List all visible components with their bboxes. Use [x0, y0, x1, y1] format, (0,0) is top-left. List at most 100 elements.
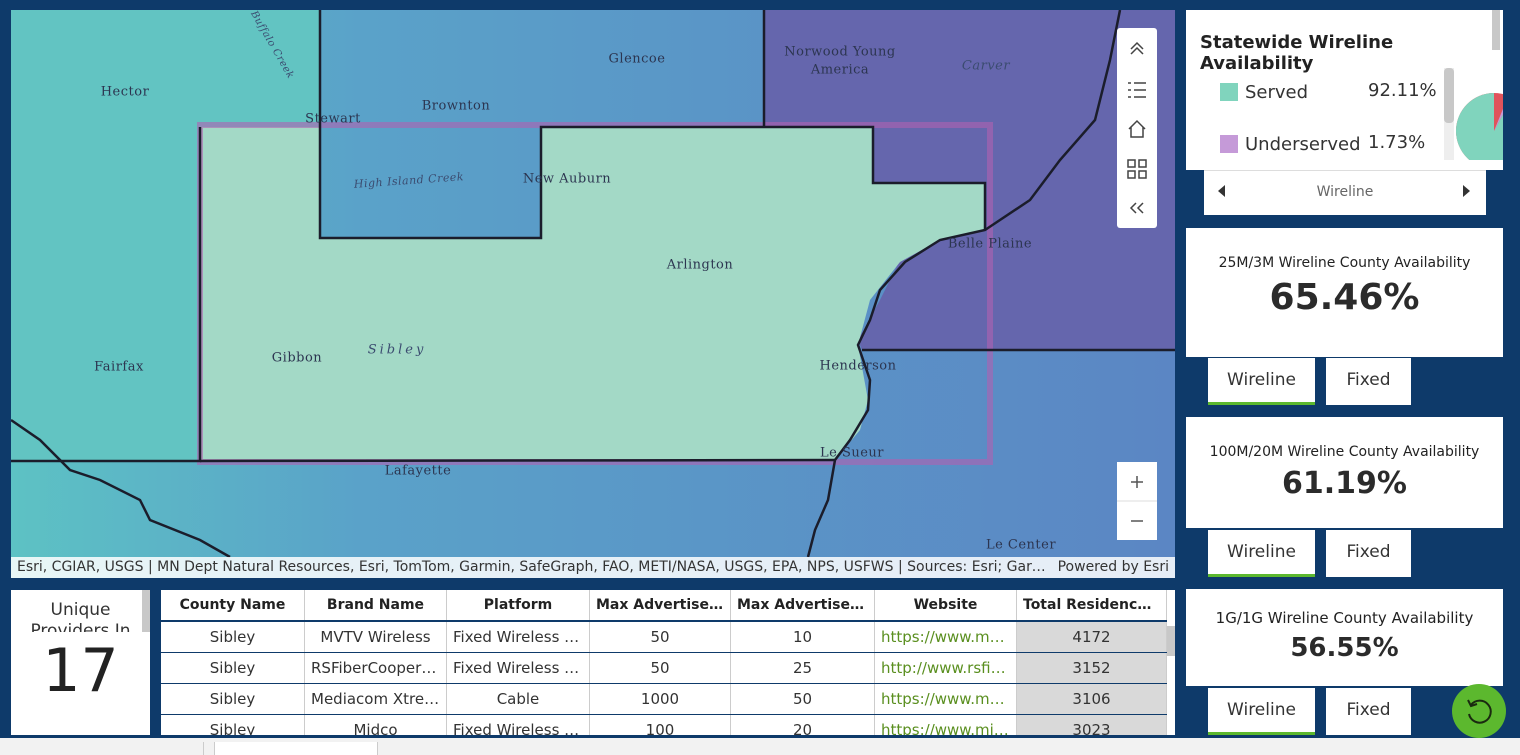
- table-cell: Fixed Wireless (70): [446, 652, 590, 684]
- providers-card: Unique Providers In 17: [11, 590, 150, 735]
- collapse-button[interactable]: [1130, 41, 1144, 50]
- next-button[interactable]: [1463, 185, 1470, 197]
- place-label: Norwood Young: [784, 45, 896, 60]
- home-button[interactable]: [1128, 119, 1146, 138]
- legend-value: 92.11%: [1368, 80, 1437, 101]
- table-cell: RSFiberCoopera…: [304, 652, 447, 684]
- place-label: America: [810, 63, 869, 78]
- table-cell: Midco: [304, 714, 447, 735]
- tab-button[interactable]: Fixed: [1326, 688, 1411, 735]
- pie-chart: [1456, 93, 1503, 160]
- map-canvas[interactable]: Hector Stewart Brownton Glencoe Norwood …: [11, 10, 1175, 578]
- prev-button[interactable]: [1218, 185, 1225, 197]
- table-cell: 10: [730, 621, 875, 653]
- place-label: Fairfax: [94, 360, 144, 375]
- legend-value: 1.73%: [1368, 132, 1426, 153]
- column-header[interactable]: Platform: [446, 590, 590, 622]
- place-label: Sibley: [368, 343, 427, 358]
- place-label: Lafayette: [385, 464, 452, 479]
- column-header[interactable]: Max Advertised ...: [589, 590, 731, 622]
- place-label: Belle Plaine: [948, 237, 1032, 252]
- card-value: 65.46%: [1269, 277, 1420, 318]
- scrollbar[interactable]: [1167, 626, 1175, 656]
- scrollbar[interactable]: [1492, 10, 1500, 50]
- place-label: Henderson: [819, 359, 896, 374]
- statewide-card: Statewide Wireline Availability Served 92…: [1186, 10, 1503, 170]
- table-row: Sibley Mediacom Xtream Cable 1000 50 https://…: [161, 683, 1167, 715]
- table-cell: Fixed Wireless (71): [446, 714, 590, 735]
- legend: Served 92.11% Underserved 1.73%: [1220, 78, 1440, 170]
- tab-button[interactable]: Wireline: [1208, 530, 1315, 577]
- place-labels: Hector Stewart Brownton Glencoe Norwood …: [94, 10, 1056, 553]
- county-region: [764, 10, 1175, 350]
- county-boundaries: [11, 10, 1175, 559]
- pie-slice: [1494, 108, 1503, 131]
- card-title: 100M/20M Wireline County Availability: [1209, 444, 1480, 460]
- availability-card: 1G/1G Wireline County Availability 56.55%: [1186, 589, 1503, 686]
- legend-item: Served 92.11%: [1220, 78, 1440, 130]
- map[interactable]: Hector Stewart Brownton Glencoe Norwood …: [11, 10, 1175, 578]
- table-cell: 3152: [1016, 652, 1167, 684]
- place-label: Hector: [101, 85, 150, 100]
- table-cell: Sibley: [161, 652, 305, 684]
- selected-county: [200, 127, 985, 461]
- table-cell: 50: [589, 652, 731, 684]
- table-cell: 50: [730, 683, 875, 715]
- card-value: 61.19%: [1282, 466, 1407, 501]
- provider-table: County Name Brand Name Platform Max Adverti…: [161, 590, 1175, 735]
- powered-by[interactable]: Powered by Esri: [1057, 559, 1169, 575]
- card-value: 56.55%: [1290, 633, 1399, 663]
- availability-card: 100M/20M Wireline County Availability 61.…: [1186, 417, 1503, 528]
- table-cell: 20: [730, 714, 875, 735]
- map-toolbar: [1117, 28, 1157, 540]
- table-cell: http://www.rsfib…: [874, 652, 1017, 684]
- providers-count: 17: [42, 636, 119, 706]
- table-row: Sibley Midco Fixed Wireless (71) 100 20 https…: [161, 714, 1167, 735]
- footer-tab[interactable]: [214, 742, 378, 755]
- table-cell: 3023: [1016, 714, 1167, 735]
- nav-label: Wireline: [1316, 184, 1374, 200]
- expand-button[interactable]: [1129, 202, 1137, 214]
- refresh-button[interactable]: [1451, 683, 1507, 739]
- table-row: Sibley MVTV Wireless Fixed Wireless (70) 50…: [161, 621, 1167, 653]
- place-label: Brownton: [422, 99, 491, 114]
- table-cell: https://www.me…: [874, 683, 1017, 715]
- table-cell: MVTV Wireless: [304, 621, 447, 653]
- table-cell: https://www.mvt…: [874, 621, 1017, 653]
- column-header[interactable]: Brand Name: [304, 590, 447, 622]
- legend-swatch: [1220, 135, 1238, 153]
- footer-tabs: [0, 738, 1520, 755]
- legend-swatch: [1220, 83, 1238, 101]
- table-cell: 25: [730, 652, 875, 684]
- table-cell: Sibley: [161, 714, 305, 735]
- basemap-button[interactable]: [1127, 159, 1147, 179]
- statewide-title: Statewide Wireline Availability: [1200, 32, 1394, 74]
- place-label: New Auburn: [523, 172, 611, 187]
- table-header: County Name Brand Name Platform Max Adverti…: [161, 590, 1167, 622]
- tab-button[interactable]: Fixed: [1326, 530, 1411, 577]
- card-title: 1G/1G Wireline County Availability: [1215, 609, 1474, 627]
- scrollbar[interactable]: [1444, 68, 1454, 160]
- legend-button[interactable]: [1128, 82, 1146, 98]
- scrollbar[interactable]: [142, 590, 150, 632]
- place-label: Le Sueur: [820, 446, 884, 461]
- tab-button[interactable]: Fixed: [1326, 358, 1411, 405]
- statewide-nav: Wireline: [1204, 170, 1486, 215]
- column-header[interactable]: Max Advertised ...: [730, 590, 875, 622]
- collapse-button[interactable]: [1130, 46, 1144, 55]
- column-header[interactable]: Website: [874, 590, 1017, 622]
- tab-button[interactable]: Wireline: [1208, 358, 1315, 405]
- zoom-in[interactable]: [1131, 476, 1143, 488]
- place-label: Arlington: [666, 258, 734, 273]
- table-cell: Mediacom Xtream: [304, 683, 447, 715]
- table-cell: Cable: [446, 683, 590, 715]
- table-cell: https://www.mid…: [874, 714, 1017, 735]
- attribution: Esri, CGIAR, USGS | MN Dept Natural Reso…: [11, 557, 1175, 578]
- tab-button[interactable]: Wireline: [1208, 688, 1315, 735]
- column-header[interactable]: County Name: [161, 590, 305, 622]
- expand-button[interactable]: [1136, 202, 1144, 214]
- availability-card: 25M/3M Wireline County Availability 65.46…: [1186, 228, 1503, 357]
- legend-item: Underserved 1.73%: [1220, 130, 1440, 170]
- column-header[interactable]: Total Residences ...: [1016, 590, 1167, 622]
